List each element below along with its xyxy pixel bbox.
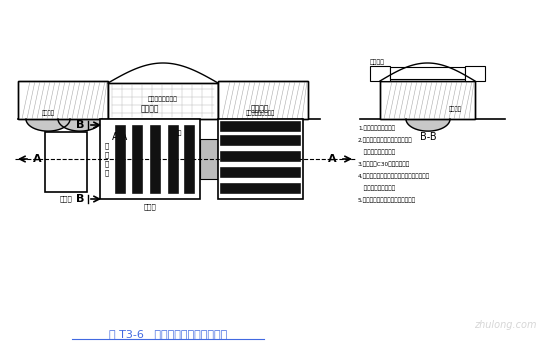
Text: 承台施工动向领明。: 承台施工动向领明。 — [358, 185, 395, 191]
Bar — [184, 125, 194, 193]
Text: 台基板底: 台基板底 — [251, 104, 269, 113]
Text: 3.沉井采用C30钢筋混凝土。: 3.沉井采用C30钢筋混凝土。 — [358, 161, 410, 167]
Text: A: A — [33, 154, 41, 164]
Bar — [218, 81, 308, 119]
Polygon shape — [258, 119, 302, 131]
Text: 桩测墩纸: 桩测墩纸 — [141, 104, 159, 113]
Text: A-A: A-A — [112, 132, 128, 142]
Bar — [220, 183, 300, 193]
Text: 2.承台宜置换充填级配砾石及素面: 2.承台宜置换充填级配砾石及素面 — [358, 137, 413, 143]
Text: B-B: B-B — [419, 132, 436, 142]
Bar — [18, 81, 108, 119]
Polygon shape — [406, 119, 450, 131]
Polygon shape — [226, 119, 270, 131]
Bar — [465, 66, 485, 81]
Bar — [132, 125, 142, 193]
Text: 1.本图尺寸以设米记。: 1.本图尺寸以设米记。 — [358, 125, 395, 130]
Text: 桥路铁架桥桥底座: 桥路铁架桥桥底座 — [148, 96, 178, 102]
Bar — [218, 81, 308, 119]
Polygon shape — [26, 119, 70, 131]
Text: 5.详细施工工艺先上施工方案参告。: 5.详细施工工艺先上施工方案参告。 — [358, 197, 416, 203]
Text: 既有道路桥桥台台底: 既有道路桥桥台台底 — [245, 110, 274, 116]
Text: 4.图中几分符号上面平面图图示意，应结合积: 4.图中几分符号上面平面图图示意，应结合积 — [358, 173, 430, 179]
Bar — [150, 125, 160, 193]
Text: B: B — [76, 120, 84, 130]
Bar — [100, 119, 200, 199]
Text: 图 T3-6   钢筋混凝土沉井加固方案: 图 T3-6 钢筋混凝土沉井加固方案 — [109, 329, 227, 339]
Bar — [168, 125, 178, 193]
Bar — [115, 125, 125, 193]
Text: 混凝土行置换处理。: 混凝土行置换处理。 — [358, 149, 395, 155]
Text: B: B — [76, 194, 84, 204]
Bar — [218, 119, 303, 199]
Bar — [220, 151, 300, 161]
Bar — [380, 81, 475, 119]
Text: 既有翻路: 既有翻路 — [370, 59, 385, 65]
Polygon shape — [58, 119, 102, 131]
Bar — [220, 167, 300, 177]
Bar — [18, 81, 108, 119]
Bar — [220, 121, 300, 131]
Text: A: A — [328, 154, 337, 164]
Bar — [370, 66, 390, 81]
Bar — [390, 67, 465, 79]
Bar — [220, 135, 300, 145]
Text: 浆柱: 浆柱 — [174, 130, 182, 136]
Bar — [45, 132, 87, 192]
Text: 芯孔距: 芯孔距 — [59, 196, 72, 202]
Bar — [380, 81, 475, 119]
Text: 中心距: 中心距 — [143, 204, 156, 210]
Text: 桩基层纲: 桩基层纲 — [41, 110, 54, 116]
Text: 芯
广
商
量: 芯 广 商 量 — [105, 142, 109, 176]
Bar — [108, 83, 218, 119]
Text: 桩基层纲: 桩基层纲 — [449, 106, 461, 112]
Bar — [108, 83, 218, 119]
Text: zhulong.com: zhulong.com — [474, 320, 536, 330]
Bar — [200, 139, 218, 179]
